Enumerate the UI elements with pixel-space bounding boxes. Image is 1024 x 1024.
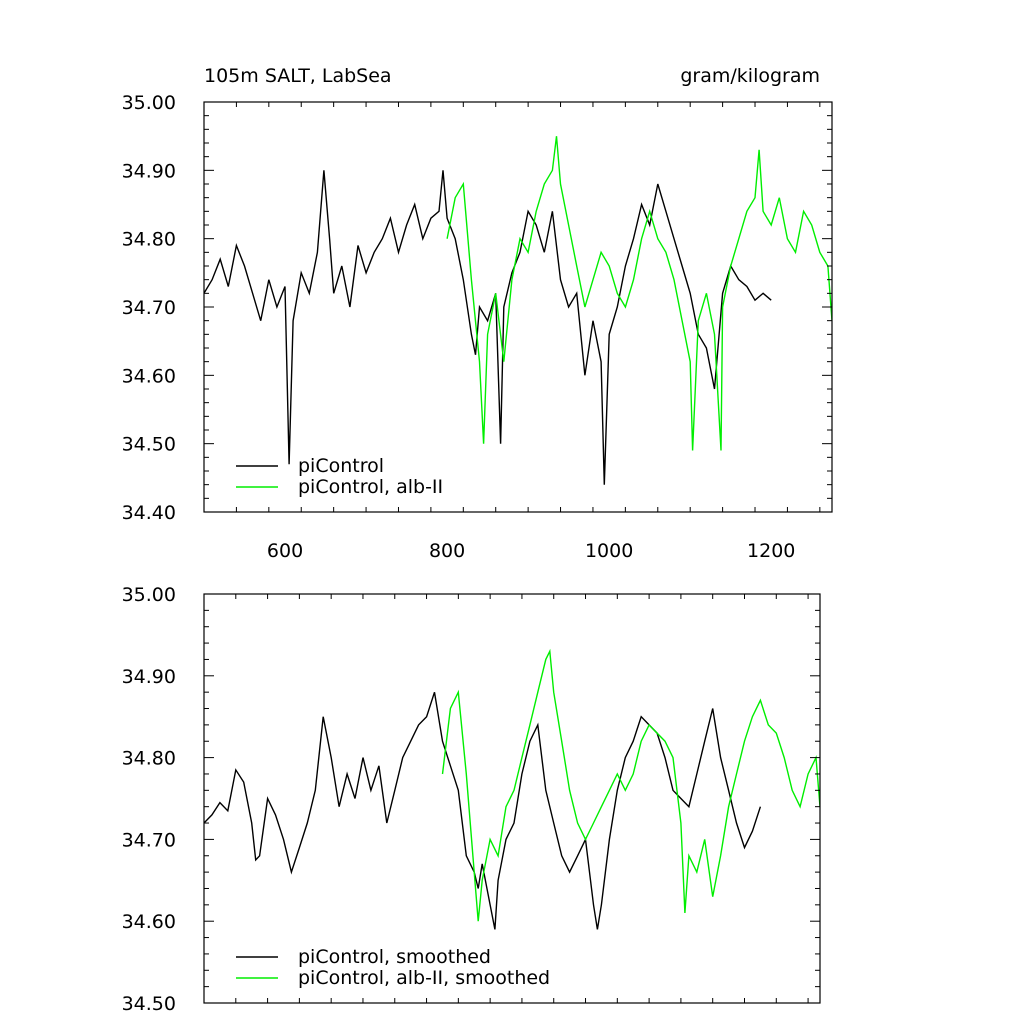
bottom-ytick-label: 34.50: [122, 993, 176, 1015]
bottom-series-line-1: [204, 691, 762, 930]
top-ytick-label: 35.00: [122, 92, 176, 114]
top-panel: 34.40 34.50 34.60 34.70 34.80 34.90 35.00 600 80…: [122, 65, 833, 562]
bottom-series-line-2: [441, 648, 820, 922]
top-xtick-label: 1200: [747, 540, 795, 562]
top-ytick-label: 34.60: [122, 365, 176, 387]
bottom-ytick-label: 34.80: [122, 748, 176, 770]
top-ytick-label: 34.70: [122, 297, 176, 319]
bottom-legend-label-1: piControl, smoothed: [298, 946, 491, 968]
top-ytick-label: 34.80: [122, 229, 176, 251]
bottom-ytick-label: 34.60: [122, 911, 176, 933]
top-xtick-label: 1000: [585, 540, 633, 562]
bottom-ytick-label: 35.00: [122, 584, 176, 606]
bottom-ytick-label: 34.90: [122, 666, 176, 688]
top-xtick-label: 800: [429, 540, 465, 562]
top-ytick-label: 34.40: [122, 502, 176, 524]
chart-title: 105m SALT, LabSea: [204, 65, 392, 87]
bottom-plot-frame: [203, 593, 821, 1004]
top-xtick-label: 600: [267, 540, 303, 562]
bottom-ytick-label: 34.70: [122, 829, 176, 851]
top-legend-label-2: piControl, alb-II: [298, 476, 443, 498]
bottom-panel: 34.50 34.60 34.70 34.80 34.90 35.00 piControl,…: [122, 584, 821, 1015]
top-ytick-label: 34.90: [122, 160, 176, 182]
units-label: gram/kilogram: [680, 65, 820, 87]
top-series-line-1: [204, 170, 772, 485]
top-plot-frame: [203, 101, 833, 513]
top-ytick-label: 34.50: [122, 434, 176, 456]
bottom-legend-label-2: piControl, alb-II, smoothed: [298, 967, 550, 989]
top-series-line-2: [446, 136, 832, 451]
top-legend-label-1: piControl: [298, 455, 384, 477]
